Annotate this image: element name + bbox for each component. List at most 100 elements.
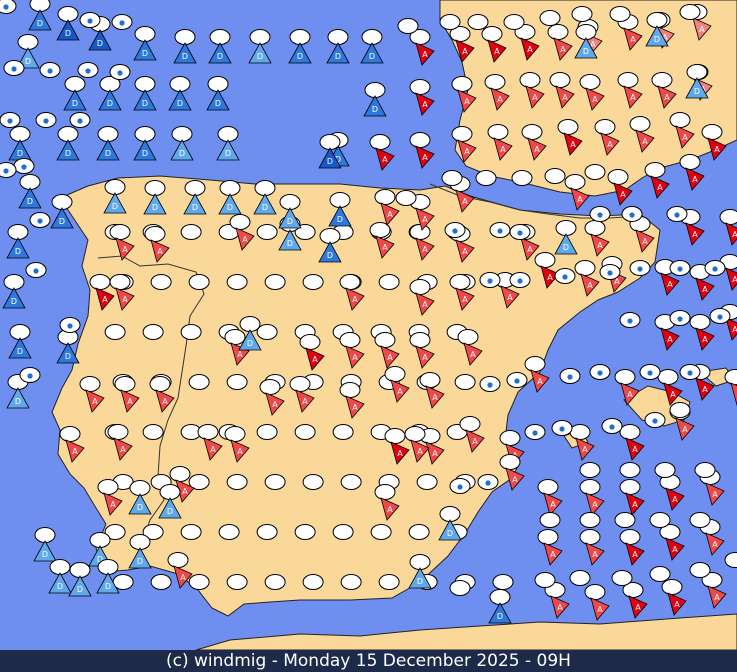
arrival-letter: A <box>670 390 676 399</box>
calm-marker <box>579 512 601 528</box>
arrival-marker-head <box>197 424 219 440</box>
arrival-letter: A <box>632 500 638 509</box>
departure-letter: D <box>297 52 303 61</box>
arrival-arrow <box>415 237 435 261</box>
arrival-marker-head <box>374 189 396 205</box>
arrival-letter: A <box>422 153 428 162</box>
arrival-letter: A <box>462 295 468 304</box>
arrival-arrow <box>455 189 475 213</box>
footer-caption: (c) windmig - Monday 15 December 2025 - … <box>0 650 737 672</box>
arrival-arrow <box>585 87 605 111</box>
arrival-arrow <box>457 89 477 113</box>
drop-icon <box>567 374 573 380</box>
arrival-arrow <box>575 437 595 461</box>
arrival-arrow <box>265 392 285 416</box>
arrival-letter: A <box>537 377 543 386</box>
arrival-marker-head <box>457 329 479 345</box>
departure-letter: D <box>335 155 341 164</box>
arrival-letter: A <box>210 445 216 454</box>
arrival-marker-head <box>651 72 673 88</box>
arrival-marker-head <box>619 424 641 440</box>
departure-arrow <box>318 147 342 169</box>
drop-icon <box>457 484 463 490</box>
arrival-letter: A <box>592 500 598 509</box>
arrival-arrow <box>650 175 670 199</box>
arrival-letter: A <box>464 147 470 156</box>
arrival-marker-head <box>149 376 171 392</box>
departure-letter: D <box>15 247 21 256</box>
arrival-marker-head <box>701 124 723 140</box>
arrival-letter: A <box>702 335 708 344</box>
departure-arrow <box>208 42 232 64</box>
arrival-letter: A <box>527 45 533 54</box>
departure-letter: D <box>287 239 293 248</box>
arrival-letter: A <box>614 277 620 286</box>
departure-letter: D <box>17 347 23 356</box>
arrival-arrow <box>675 125 695 149</box>
arrival-letter: A <box>620 190 626 199</box>
drop-icon <box>43 118 49 124</box>
arrival-marker-head <box>339 382 361 398</box>
arrival-marker-head <box>537 529 559 545</box>
arrival-marker-head <box>579 529 601 545</box>
drop-icon <box>677 266 683 272</box>
arrival-letter: A <box>592 95 598 104</box>
arrival-letter: A <box>507 293 513 302</box>
calm-marker <box>370 524 392 540</box>
arrival-marker-head <box>614 369 636 385</box>
calm-marker <box>188 574 210 590</box>
calm-marker <box>226 374 248 390</box>
arrival-letter: A <box>470 350 476 359</box>
arrival-marker-head <box>449 274 471 290</box>
arrival-marker-head <box>519 72 541 88</box>
departure-letter: D <box>105 582 111 591</box>
arrival-arrow <box>493 137 513 161</box>
departure-letter: D <box>107 99 113 108</box>
arrival-letter: A <box>110 500 116 509</box>
arrival-marker-head <box>384 428 406 444</box>
departure-arrow <box>318 241 342 263</box>
departure-arrow <box>98 89 122 111</box>
calm-marker <box>614 512 636 528</box>
departure-letter: D <box>137 557 143 566</box>
departure-letter: D <box>65 149 71 158</box>
departure-letter: D <box>247 339 253 348</box>
arrival-marker-head <box>369 134 391 150</box>
arrival-letter: A <box>550 500 556 509</box>
arrival-marker-head <box>451 126 473 142</box>
arrival-letter: A <box>550 550 556 559</box>
arrival-marker-head <box>259 379 281 395</box>
arrival-arrow <box>590 233 610 257</box>
calm-marker <box>104 524 126 540</box>
calm-marker <box>294 524 316 540</box>
arrival-letter: A <box>422 353 428 362</box>
departure-arrow <box>6 387 30 409</box>
arrival-marker-head <box>339 332 361 348</box>
calm-marker <box>340 574 362 590</box>
arrival-letter: A <box>557 603 563 612</box>
arrival-letter: A <box>702 385 708 394</box>
arrival-marker-head <box>289 376 311 392</box>
arrival-marker-head <box>689 314 711 330</box>
arrival-arrow <box>415 42 435 66</box>
calm-marker <box>416 474 438 490</box>
departure-arrow <box>238 329 262 351</box>
arrival-arrow <box>410 439 430 463</box>
arrival-letter: A <box>547 273 553 282</box>
departure-letter: D <box>112 202 118 211</box>
calm-marker <box>294 424 316 440</box>
drop-icon <box>487 382 493 388</box>
calm-marker <box>332 424 354 440</box>
arrival-letter: A <box>432 393 438 402</box>
departure-arrow <box>278 229 302 251</box>
departure-arrow <box>133 39 157 61</box>
departure-letter: D <box>59 217 65 226</box>
arrival-arrow <box>625 437 645 461</box>
arrival-letter: A <box>682 133 688 142</box>
departure-arrow <box>288 42 312 64</box>
drop-icon <box>117 70 123 76</box>
calm-marker <box>449 580 471 596</box>
arrival-arrow <box>520 237 540 261</box>
calm-marker <box>302 474 324 490</box>
arrival-arrow <box>305 347 325 371</box>
